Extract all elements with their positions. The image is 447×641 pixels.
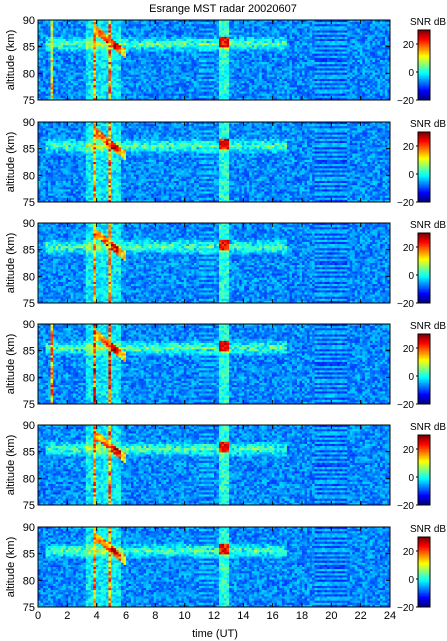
- heatmap-cells-4: [38, 324, 391, 405]
- x-tick-label: 14: [237, 610, 249, 622]
- heatmap-cells-3: [38, 223, 391, 304]
- y-tick-label: 75: [23, 399, 35, 411]
- y-tick-label: 90: [23, 117, 35, 129]
- x-tick-label: 12: [208, 610, 220, 622]
- colorbar-3: SNR dB 20 0 −20: [397, 220, 446, 310]
- y-tick-label: 85: [23, 245, 35, 257]
- y-tick-label: 85: [23, 549, 35, 561]
- colorbar-tick-label: −20: [397, 400, 414, 411]
- colorbar-tick-label: −20: [397, 299, 414, 310]
- panel-1: 75 80 85 90 altitude (km) SNR dB 20 0 −20: [5, 15, 446, 107]
- y-tick-label: 85: [23, 144, 35, 156]
- y-tick-label: 80: [23, 170, 35, 182]
- colorbar-tick-label: 0: [408, 170, 414, 181]
- x-tick-label: 2: [64, 610, 70, 622]
- x-tick-label: 16: [267, 610, 279, 622]
- x-tick-label: 10: [179, 610, 191, 622]
- colorbar-tick-label: 0: [408, 372, 414, 383]
- colorbar-tick-label: −20: [397, 603, 414, 614]
- y-tick-label: 75: [23, 602, 35, 614]
- colorbar-4: SNR dB 20 0 −20: [397, 321, 446, 411]
- y-tick-label: 75: [23, 500, 35, 512]
- colorbar-label: SNR dB: [410, 524, 446, 535]
- colorbar-tick-label: 20: [403, 243, 415, 254]
- heatmap-cells-1: [38, 20, 391, 101]
- y-tick-label: 80: [23, 68, 35, 80]
- y-axis-label: altitude (km): [5, 30, 17, 91]
- colorbar-tick-label: 0: [408, 271, 414, 282]
- y-axis-label: altitude (km): [5, 334, 17, 395]
- heatmap-cells-5: [38, 425, 391, 506]
- y-tick-label: 75: [23, 197, 35, 209]
- y-axis-label: altitude (km): [5, 233, 17, 294]
- x-tick-label: 4: [94, 610, 100, 622]
- colorbar-label: SNR dB: [410, 422, 446, 433]
- colorbar-5: SNR dB 20 0 −20: [397, 422, 446, 512]
- y-tick-label: 90: [23, 319, 35, 331]
- colorbar-tick-label: 0: [408, 473, 414, 484]
- y-tick-label: 75: [23, 298, 35, 310]
- y-tick-label: 85: [23, 42, 35, 54]
- y-axis-label: altitude (km): [5, 537, 17, 598]
- colorbar-tick-label: −20: [397, 198, 414, 209]
- y-tick-label: 90: [23, 420, 35, 432]
- y-tick-label: 85: [23, 447, 35, 459]
- colorbar-tick-label: 20: [403, 142, 415, 153]
- heatmap-cells-6: [38, 527, 391, 608]
- colorbar-1: SNR dB 20 0 −20: [397, 17, 446, 107]
- x-tick-label: 24: [384, 610, 396, 622]
- y-tick-label: 85: [23, 346, 35, 358]
- y-tick-label: 80: [23, 473, 35, 485]
- y-axis-label: altitude (km): [5, 435, 17, 496]
- colorbar-label: SNR dB: [410, 321, 446, 332]
- y-tick-label: 90: [23, 218, 35, 230]
- x-tick-label: 8: [152, 610, 158, 622]
- colorbar-2: SNR dB 20 0 −20: [397, 119, 446, 209]
- colorbar-6: SNR dB 20 0 −20: [397, 524, 446, 614]
- x-tick-label: 0: [35, 610, 41, 622]
- panels: 75 80 85 90 altitude (km) SNR dB 20 0 −20 75 80 85 9…: [5, 15, 446, 614]
- colorbar-label: SNR dB: [410, 220, 446, 231]
- heatmap-cells-2: [38, 122, 391, 203]
- colorbar-label: SNR dB: [410, 17, 446, 28]
- colorbar-tick-label: 0: [408, 575, 414, 586]
- x-axis: 0 2 4 6 8 10 12 14 16 18 20 22 24: [35, 610, 396, 622]
- y-axis-label: altitude (km): [5, 132, 17, 193]
- panel-6: 75 80 85 90 altitude (km) SNR dB 20 0 −20: [5, 522, 446, 614]
- panel-5: 75 80 85 90 altitude (km) SNR dB 20 0 −20: [5, 420, 446, 512]
- panel-3: 75 80 85 90 altitude (km) SNR dB 20 0 −20: [5, 218, 446, 310]
- y-tick-label: 75: [23, 95, 35, 107]
- colorbar-tick-label: −20: [397, 501, 414, 512]
- colorbar-tick-label: 0: [408, 68, 414, 79]
- chart-title: Esrange MST radar 20020607: [149, 3, 297, 15]
- x-tick-label: 6: [123, 610, 129, 622]
- colorbar-label: SNR dB: [410, 119, 446, 130]
- x-tick-label: 20: [325, 610, 337, 622]
- y-tick-label: 80: [23, 271, 35, 283]
- x-axis-label: time (UT): [192, 628, 238, 640]
- colorbar-tick-label: 20: [403, 40, 415, 51]
- colorbar-tick-label: 20: [403, 547, 415, 558]
- colorbar-tick-label: 20: [403, 445, 415, 456]
- y-tick-label: 80: [23, 372, 35, 384]
- x-tick-label: 18: [296, 610, 308, 622]
- y-tick-label: 90: [23, 15, 35, 27]
- panel-4: 75 80 85 90 altitude (km) SNR dB 20 0 −20: [5, 319, 446, 411]
- y-tick-label: 90: [23, 522, 35, 534]
- colorbar-tick-label: 20: [403, 344, 415, 355]
- y-tick-label: 80: [23, 575, 35, 587]
- panel-2: 75 80 85 90 altitude (km) SNR dB 20 0 −20: [5, 117, 446, 209]
- x-tick-label: 22: [355, 610, 367, 622]
- colorbar-tick-label: −20: [397, 96, 414, 107]
